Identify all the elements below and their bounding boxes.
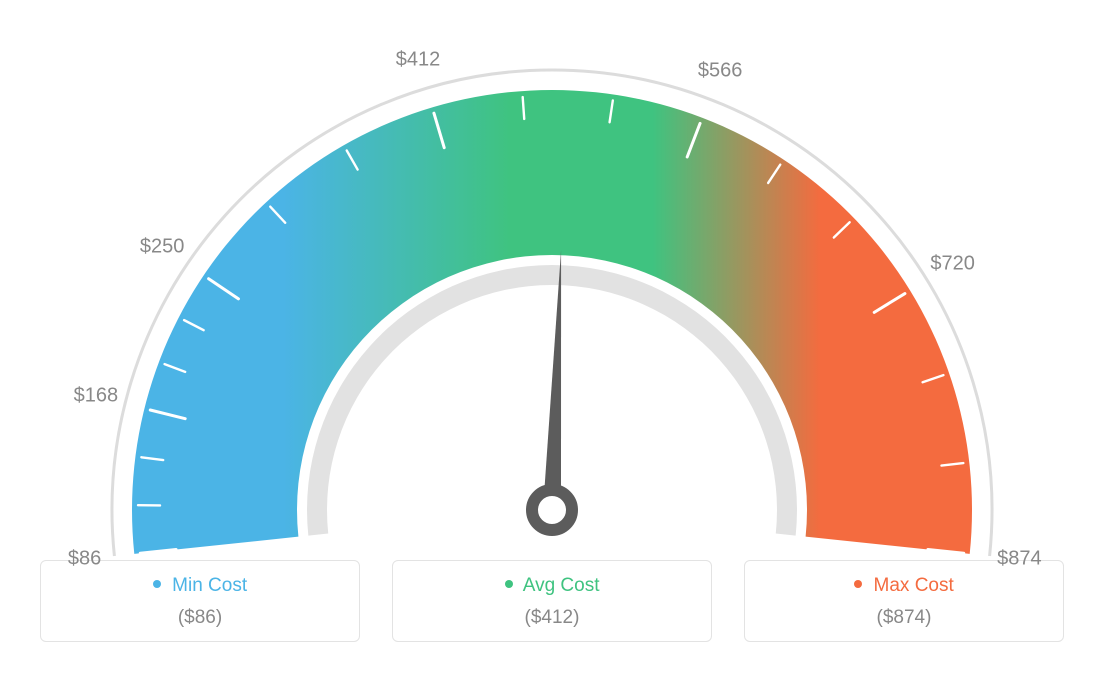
legend-max-value: ($874) <box>745 607 1063 629</box>
legend-card-min: Min Cost ($86) <box>40 560 360 642</box>
legend-card-avg: Avg Cost ($412) <box>392 560 712 642</box>
legend-row: Min Cost ($86) Avg Cost ($412) Max Cost … <box>0 560 1104 642</box>
gauge-tick-label: $86 <box>68 548 101 571</box>
legend-title-min: Min Cost <box>41 575 359 597</box>
dot-icon <box>153 580 161 588</box>
gauge-tick-label: $168 <box>74 385 119 408</box>
gauge-svg <box>0 0 1104 560</box>
dot-icon <box>505 580 513 588</box>
legend-max-label: Max Cost <box>874 575 954 596</box>
cost-gauge-chart: $86$168$250$412$566$720$874 <box>0 0 1104 560</box>
legend-title-max: Max Cost <box>745 575 1063 597</box>
legend-min-value: ($86) <box>41 607 359 629</box>
dot-icon <box>854 580 862 588</box>
gauge-tick-label: $250 <box>140 236 185 259</box>
gauge-tick-label: $566 <box>698 60 743 83</box>
legend-avg-label: Avg Cost <box>523 575 600 596</box>
gauge-tick-label: $412 <box>396 48 441 71</box>
gauge-tick-label: $874 <box>997 548 1042 571</box>
legend-avg-value: ($412) <box>393 607 711 629</box>
legend-card-max: Max Cost ($874) <box>744 560 1064 642</box>
gauge-tick-label: $720 <box>930 253 975 276</box>
legend-title-avg: Avg Cost <box>393 575 711 597</box>
legend-min-label: Min Cost <box>172 575 247 596</box>
